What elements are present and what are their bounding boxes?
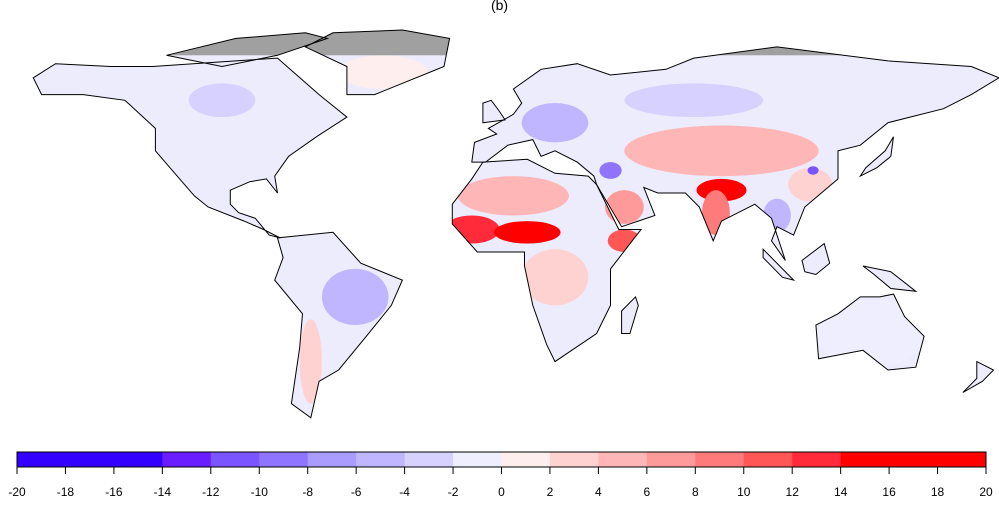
coastline-madagascar xyxy=(621,295,639,334)
colorbar-tick-label: 20 xyxy=(979,485,993,499)
colorbar-bin xyxy=(937,452,987,467)
region-sahara xyxy=(457,176,569,216)
land-north-america xyxy=(33,58,347,238)
coastline-greenland xyxy=(304,29,451,96)
region-sahel-central xyxy=(493,221,561,244)
colorbar-tick-label: 6 xyxy=(644,485,651,499)
colorbar-bin xyxy=(549,452,599,467)
colorbar-tick-label: -10 xyxy=(251,485,269,499)
region-andes-pink xyxy=(299,319,322,404)
region-asia-central xyxy=(624,125,819,177)
colorbar-tick-label: -12 xyxy=(202,485,220,499)
colorbar-tick-label: 10 xyxy=(737,485,751,499)
colorbar-tick-label: -16 xyxy=(105,485,123,499)
colorbar-tick-label: -6 xyxy=(351,485,362,499)
land-japan xyxy=(860,136,894,177)
colorbar-bin xyxy=(840,452,890,467)
colorbar-bin xyxy=(792,452,842,467)
region-china-blue xyxy=(807,166,819,175)
colorbar: -20 -18 -16 -14 -12 -10 -8 -6 -4 -2 0 2 4 6 8 10 12 14 16 1… xyxy=(8,451,993,499)
colorbar-bin xyxy=(598,452,648,467)
coastline-new-zealand xyxy=(962,360,995,393)
colorbar-tick-label: 4 xyxy=(595,485,602,499)
colorbar-bin xyxy=(646,452,696,467)
region-india xyxy=(702,190,730,236)
coastline-sumatra xyxy=(762,247,796,282)
colorbar-bin xyxy=(356,452,406,467)
colorbar-tick-label: -20 xyxy=(8,485,26,499)
region-arabia xyxy=(604,190,644,224)
region-australia-lav xyxy=(815,299,927,368)
coastline-japan xyxy=(858,136,894,178)
colorbar-bin xyxy=(889,452,939,467)
coastline-eurasia xyxy=(471,46,999,261)
colorbar-bin xyxy=(695,452,745,467)
colorbar-bin xyxy=(162,452,212,467)
coastline-uk xyxy=(482,99,506,124)
coastline-borneo xyxy=(801,242,831,276)
colorbar-tick-label: -14 xyxy=(154,485,172,499)
colorbar-bin xyxy=(453,452,502,467)
colorbar-bin xyxy=(501,452,551,467)
colorbar-tick-label: 14 xyxy=(834,485,848,499)
colorbar-tick-label: -18 xyxy=(57,485,75,499)
coastline-south-america xyxy=(274,231,404,419)
colorbar-bin xyxy=(17,452,66,467)
colorbar-tick-label: 18 xyxy=(931,485,945,499)
colorbar-bin xyxy=(743,452,793,467)
map-title: (b) xyxy=(490,0,509,13)
colorbar-bin xyxy=(65,452,115,467)
region-horn-africa xyxy=(607,229,642,252)
colorbar-tick-label: -8 xyxy=(302,485,313,499)
region-central-africa xyxy=(521,249,589,306)
colorbar-bin xyxy=(404,452,454,467)
region-europe-blue xyxy=(521,103,589,143)
missing-data-north xyxy=(33,30,999,56)
region-brazil-blue xyxy=(321,268,389,326)
colorbar-tick-label: 0 xyxy=(498,485,505,499)
world-map xyxy=(32,29,999,419)
region-canada-blue xyxy=(188,83,256,118)
colorbar-tick-label: -2 xyxy=(448,485,459,499)
coastline-north-america xyxy=(32,57,348,239)
colorbar-bin xyxy=(113,452,163,467)
colorbar-bin xyxy=(210,452,260,467)
colorbar-tick-label: 16 xyxy=(882,485,896,499)
region-mideast-blue xyxy=(599,162,622,179)
coastline-arctic-islands xyxy=(166,32,330,68)
coastline-new-guinea xyxy=(862,265,918,292)
land-new-guinea xyxy=(863,266,916,292)
land-uk xyxy=(482,100,506,123)
colorbar-bin xyxy=(259,452,309,467)
colorbar-tick-label: -4 xyxy=(399,485,410,499)
colorbar-tick-label: 8 xyxy=(692,485,699,499)
region-greenland-south xyxy=(338,55,428,90)
land-madagascar xyxy=(621,296,639,334)
coastline-australia xyxy=(815,293,925,371)
land-borneo xyxy=(802,243,830,275)
colorbar-tick-label: 12 xyxy=(786,485,800,499)
region-siberia-blue xyxy=(624,83,764,118)
coastline-africa xyxy=(451,158,643,363)
colorbar-bin xyxy=(307,452,357,467)
colorbar-tick-label: 2 xyxy=(547,485,554,499)
